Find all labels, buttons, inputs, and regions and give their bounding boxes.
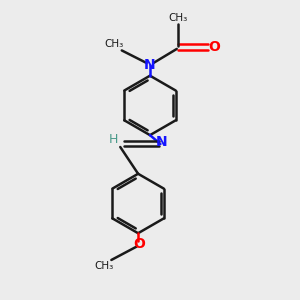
Text: O: O [208,40,220,55]
Text: N: N [156,135,168,149]
Text: N: N [144,58,156,72]
Text: H: H [109,133,119,146]
Text: CH₃: CH₃ [169,13,188,23]
Text: CH₃: CH₃ [105,39,124,49]
Text: O: O [134,237,146,250]
Text: CH₃: CH₃ [94,261,114,271]
